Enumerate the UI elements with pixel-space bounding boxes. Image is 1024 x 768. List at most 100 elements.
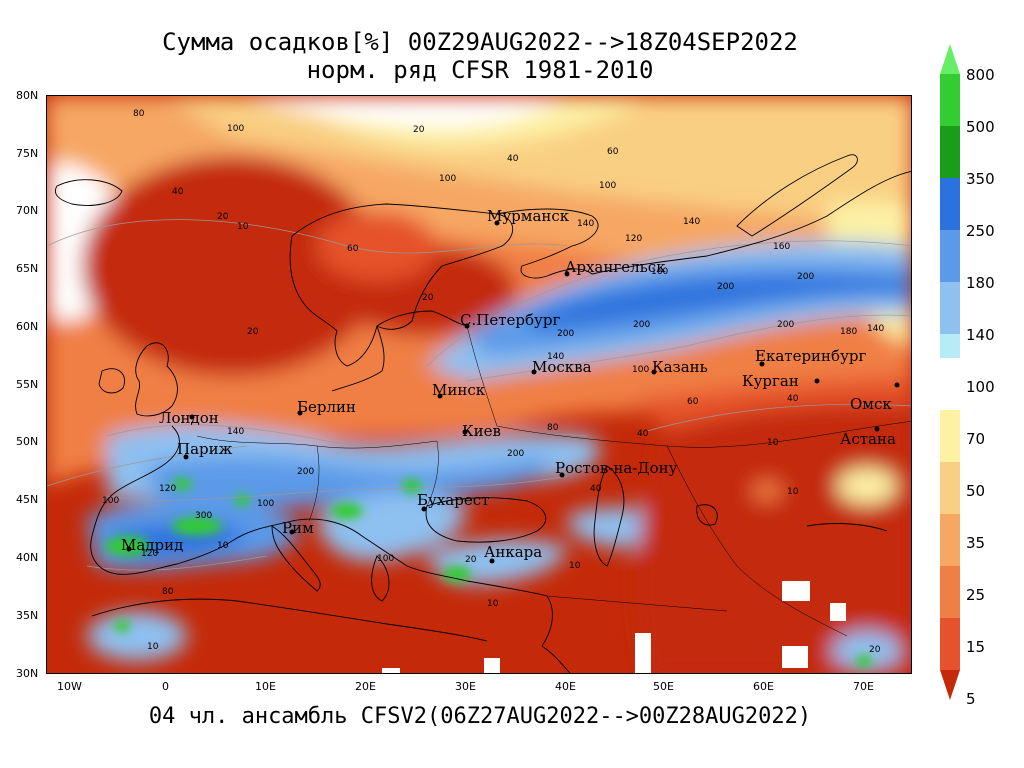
contour-label: 20 — [217, 212, 229, 222]
contour-label: 20 — [422, 293, 434, 303]
city-label-astana: Астана — [840, 430, 896, 448]
lon-label-70e: 70E — [853, 680, 874, 693]
colorbar-swatch-70 — [940, 410, 960, 462]
city-label-yekaterinburg: Екатеринбург — [755, 347, 866, 365]
colorbar-swatch-350 — [940, 178, 960, 230]
colorbar-svg: 800 500 350 250 180 140 100 70 50 35 25 … — [940, 44, 995, 708]
contour-label: 40 — [637, 429, 649, 439]
colorbar-arrow-bottom — [940, 670, 960, 700]
contour-label: 10 — [767, 438, 779, 448]
city-dot-ankara — [489, 558, 495, 564]
lat-label-55n: 55N — [16, 378, 39, 391]
contour-label: 60 — [687, 397, 699, 407]
chart-title-line2: норм. ряд CFSR 1981-2010 — [306, 56, 654, 84]
lat-label-45n: 45N — [16, 493, 39, 506]
contour-label: 80 — [547, 423, 559, 433]
lat-label-40n: 40N — [16, 551, 39, 564]
city-dot-murmansk — [494, 220, 500, 226]
lon-label-60e: 60E — [753, 680, 774, 693]
contour-label: 140 — [547, 352, 564, 362]
colorbar-swatch-50 — [940, 462, 960, 514]
city-dot-omsk — [894, 382, 900, 388]
contour-label: 10 — [487, 599, 499, 609]
colorbar-label-140: 140 — [966, 326, 995, 344]
colorbar-swatch-500 — [940, 126, 960, 178]
contour-label: 140 — [577, 219, 594, 229]
colorbar-arrow-top — [940, 44, 960, 74]
city-label-kazan: Казань — [652, 358, 708, 376]
lat-label-35n: 35N — [16, 609, 39, 622]
contour-label: 200 — [507, 449, 524, 459]
colorbar-swatch-180 — [940, 282, 960, 334]
precip-green-maxima — [105, 478, 872, 667]
contour-label: 100 — [227, 124, 244, 134]
colorbar-label-350: 350 — [966, 170, 995, 188]
contour-label: 300 — [195, 511, 212, 521]
contour-label: 120 — [625, 234, 642, 244]
contour-label: 60 — [347, 244, 359, 254]
contour-value-labels: 80 100 20 40 60 40 20 10 100 100 140 120… — [102, 109, 884, 655]
contour-label: 100 — [257, 499, 274, 509]
chart-title-line1: Сумма осадков[%] 00Z29AUG2022-->18Z04SEP… — [162, 28, 798, 56]
contour-label: 20 — [465, 555, 477, 565]
lat-label-75n: 75N — [16, 147, 39, 160]
city-label-rome: Рим — [282, 519, 314, 537]
city-dot-rostov — [559, 472, 565, 478]
lat-label-50n: 50N — [16, 435, 39, 448]
colorbar-label-100: 100 — [966, 378, 995, 396]
colorbar-label-5: 5 — [966, 690, 976, 708]
contour-label: 100 — [102, 496, 119, 506]
colorbar-label-180: 180 — [966, 274, 995, 292]
contour-label: 180 — [840, 327, 857, 337]
colorbar-swatch-250 — [940, 230, 960, 282]
contour-label: 100 — [377, 554, 394, 564]
lon-label-50e: 50E — [653, 680, 674, 693]
city-dot-astana — [874, 426, 880, 432]
colorbar-label-50: 50 — [966, 482, 985, 500]
contour-label: 10 — [237, 222, 249, 232]
precipitation-map: 80 100 20 40 60 40 20 10 100 100 140 120… — [46, 95, 912, 674]
colorbar-label-35: 35 — [966, 534, 985, 552]
colorbar-label-15: 15 — [966, 638, 985, 656]
contour-label: 10 — [217, 541, 229, 551]
contour-label: 200 — [557, 329, 574, 339]
colorbar-label-70: 70 — [966, 430, 985, 448]
coastlines — [54, 154, 911, 673]
lon-label-40e: 40E — [555, 680, 576, 693]
contour-label: 80 — [162, 587, 174, 597]
map-canvas: 80 100 20 40 60 40 20 10 100 100 140 120… — [47, 96, 911, 673]
contour-label: 10 — [787, 487, 799, 497]
city-dot-rome — [289, 529, 295, 535]
contour-lines — [47, 219, 911, 571]
colorbar-swatch-800 — [940, 74, 960, 126]
colorbar-label-250: 250 — [966, 222, 995, 240]
city-label-kurgan: Курган — [742, 372, 799, 390]
city-label-kyiv: Киев — [462, 422, 501, 440]
city-label-bucharest: Бухарест — [417, 491, 489, 509]
colorbar-label-25: 25 — [966, 586, 985, 604]
city-label-murmansk: Мурманск — [487, 207, 570, 225]
contour-label: 100 — [439, 174, 456, 184]
contour-label: 200 — [777, 320, 794, 330]
city-dot-arkhangelsk — [564, 271, 570, 277]
lat-label-70n: 70N — [16, 204, 39, 217]
lon-label-10e: 10E — [255, 680, 276, 693]
city-dot-kazan — [651, 369, 657, 375]
contour-label: 200 — [633, 320, 650, 330]
lat-label-80n: 80N — [16, 89, 39, 102]
city-label-madrid: Мадрид — [121, 536, 183, 554]
contour-label: 40 — [507, 154, 519, 164]
city-label-rostov: Ростов-на-Дону — [555, 459, 678, 477]
city-dot-bucharest — [421, 506, 427, 512]
city-dot-london — [189, 414, 195, 420]
contour-label: 120 — [159, 484, 176, 494]
contour-label: 40 — [590, 484, 602, 494]
lon-label-10w: 10W — [57, 680, 82, 693]
city-dot-kurgan — [814, 378, 820, 384]
lat-label-65n: 65N — [16, 262, 39, 275]
contour-label: 200 — [797, 272, 814, 282]
contour-label: 80 — [133, 109, 145, 119]
city-dot-berlin — [297, 410, 303, 416]
country-borders — [196, 325, 911, 637]
city-dot-yekaterinburg — [759, 361, 765, 367]
